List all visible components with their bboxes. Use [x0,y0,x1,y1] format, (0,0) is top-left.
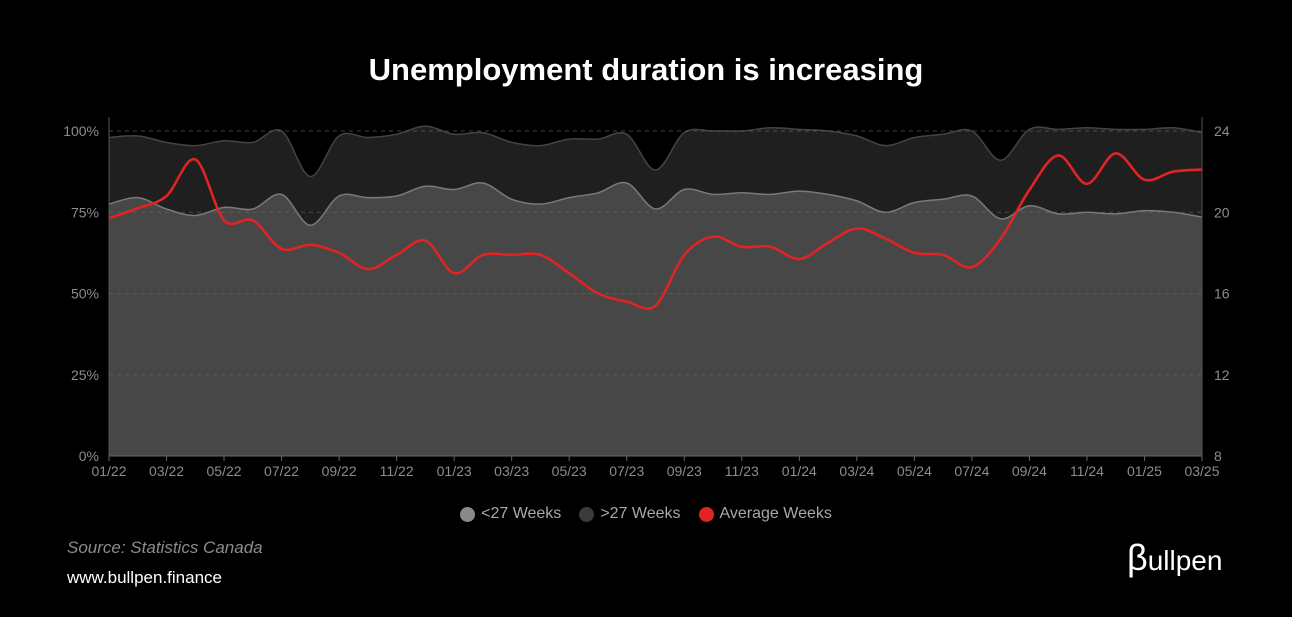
x-tick-label: 03/25 [1184,463,1219,479]
x-tick-label: 09/22 [322,463,357,479]
right-tick-label: 16 [1214,286,1230,302]
right-tick-label: 8 [1214,448,1222,464]
legend-dot-over-27 [579,506,595,522]
left-tick-label: 50% [71,286,99,302]
x-tick-label: 09/24 [1012,463,1047,479]
right-tick-label: 12 [1214,367,1230,383]
x-tick-label: 01/25 [1127,463,1162,479]
bullpen-logo: βullpen [1127,540,1222,577]
x-tick-label: 09/23 [667,463,702,479]
logo-beta: β [1127,537,1148,578]
axes: 0% 25% 50% 75% 100% 8 12 16 20 24 01/22 03/22 05/22 0… [63,117,1230,479]
x-tick-label: 03/23 [494,463,529,479]
gridlines-overlay [109,130,1202,376]
legend-label: Average Weeks [719,505,832,522]
chart-title: Unemployment duration is increasing [368,52,924,87]
x-tick-label: 05/22 [207,463,242,479]
x-tick-label: 03/22 [149,463,184,479]
x-tick-label: 11/24 [1070,463,1104,479]
x-tick-label: 11/23 [725,463,759,479]
x-tick-label: 03/24 [839,463,874,479]
x-tick-label: 07/24 [954,463,989,479]
x-tick-label: 01/22 [91,463,126,479]
over-27-weeks-edge [108,125,1203,178]
logo-text: ullpen [1147,545,1223,576]
average-weeks-line [108,152,1203,310]
right-tick-label: 24 [1214,123,1230,139]
legend-dot-average [698,506,714,522]
legend-label: <27 Weeks [481,505,562,522]
x-tick-label: 01/23 [437,463,472,479]
left-tick-label: 75% [71,204,99,220]
left-tick-label: 0% [79,448,99,464]
x-tick-label: 07/22 [264,463,299,479]
legend-item-average-weeks[interactable]: Average Weeks [698,505,832,523]
x-tick-label: 05/23 [552,463,587,479]
under-27-weeks-area [109,182,1202,456]
x-tick-label: 01/24 [782,463,817,479]
left-tick-label: 25% [71,367,99,383]
right-tick-label: 20 [1214,204,1230,220]
left-tick-label: 100% [63,123,99,139]
x-tick-label: 07/23 [609,463,644,479]
source-note: Source: Statistics Canada [67,538,263,557]
legend: <27 Weeks >27 Weeks Average Weeks [0,505,1292,523]
legend-item-over-27[interactable]: >27 Weeks [579,505,681,523]
legend-item-under-27[interactable]: <27 Weeks [460,505,561,523]
website-link[interactable]: www.bullpen.finance [67,568,222,587]
x-tick-label: 05/24 [897,463,932,479]
legend-dot-under-27 [460,506,476,522]
x-tick-label: 11/22 [380,463,414,479]
legend-label: >27 Weeks [600,505,681,522]
under-27-weeks-edge [108,181,1203,227]
